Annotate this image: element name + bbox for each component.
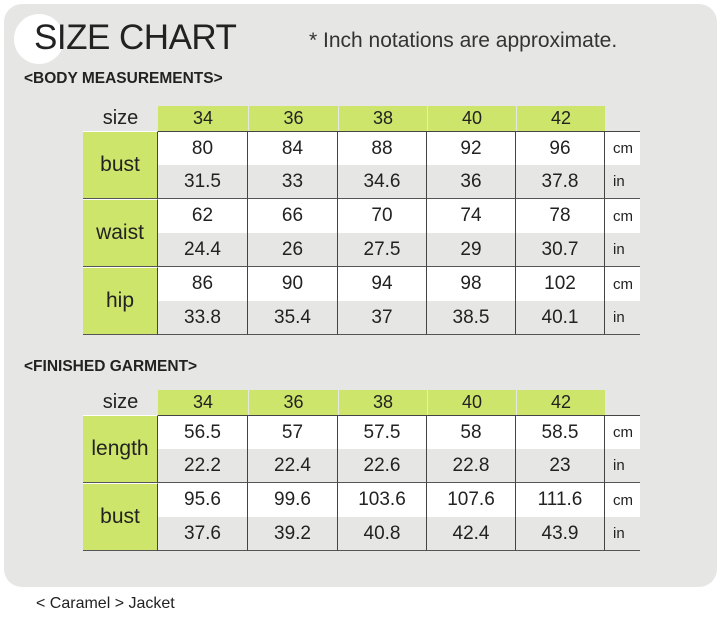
size-header-cell: 42: [516, 390, 605, 415]
cm-value: 62: [158, 199, 248, 233]
cm-value: 102: [516, 267, 605, 301]
unit-cm: cm: [605, 199, 640, 233]
unit-cm: cm: [605, 415, 640, 449]
inch-value: 43.9: [516, 517, 605, 551]
cm-value: 80: [158, 131, 248, 165]
finished-garment-heading: <FINISHED GARMENT>: [24, 358, 198, 375]
size-header-cell: 34: [158, 106, 248, 131]
cm-value: 92: [427, 131, 516, 165]
unit-cm: cm: [605, 131, 640, 165]
inch-value: 22.6: [338, 449, 427, 483]
measurement-label: waist: [83, 199, 158, 267]
inch-value: 23: [516, 449, 605, 483]
cm-value: 86: [158, 267, 248, 301]
measurement-label: bust: [83, 131, 158, 199]
unit-in: in: [605, 233, 640, 267]
unit-in: in: [605, 165, 640, 199]
page-title: SIZE CHART: [34, 18, 237, 57]
body-measurements-heading: <BODY MEASUREMENTS>: [24, 70, 223, 87]
body-measurements-table: size 34 36 38 40 42 bust 80 84 88 92 96 cm 31.5 33 34.6…: [83, 106, 640, 335]
cm-value: 57: [248, 415, 338, 449]
cm-value: 84: [248, 131, 338, 165]
cm-value: 58: [427, 415, 516, 449]
cm-value: 70: [338, 199, 427, 233]
size-header-label: size: [102, 107, 139, 129]
inch-value: 36: [427, 165, 516, 199]
unit-in: in: [605, 517, 640, 551]
inch-value: 38.5: [427, 301, 516, 335]
size-header-label: size: [102, 391, 139, 413]
finished-garment-table: size 34 36 38 40 42 length 56.5 57 57.5 58 58.5 cm 22…: [83, 390, 640, 551]
size-header-cell: 34: [158, 390, 248, 415]
inch-value: 26: [248, 233, 338, 267]
inch-value: 35.4: [248, 301, 338, 335]
inch-value: 30.7: [516, 233, 605, 267]
size-header-cell: 42: [516, 106, 605, 131]
inch-value: 29: [427, 233, 516, 267]
inch-value: 33.8: [158, 301, 248, 335]
unit-cm: cm: [605, 483, 640, 517]
cm-value: 90: [248, 267, 338, 301]
size-header-cell: 36: [248, 106, 338, 131]
inch-value: 22.4: [248, 449, 338, 483]
cm-value: 107.6: [427, 483, 516, 517]
cm-value: 103.6: [338, 483, 427, 517]
inch-value: 37: [338, 301, 427, 335]
inch-value: 31.5: [158, 165, 248, 199]
inch-value: 40.8: [338, 517, 427, 551]
size-header-cell: 40: [427, 106, 516, 131]
cm-value: 57.5: [338, 415, 427, 449]
cm-value: 74: [427, 199, 516, 233]
inch-value: 24.4: [158, 233, 248, 267]
measurement-label: bust: [83, 483, 158, 551]
inch-value: 22.2: [158, 449, 248, 483]
size-header-blank: [605, 390, 640, 415]
measurement-label: length: [83, 415, 158, 483]
inch-value: 37.6: [158, 517, 248, 551]
size-header-blank: [605, 106, 640, 131]
measurement-label: hip: [83, 267, 158, 335]
title-circle-decoration: [14, 14, 64, 64]
cm-value: 111.6: [516, 483, 605, 517]
cm-value: 99.6: [248, 483, 338, 517]
cm-value: 78: [516, 199, 605, 233]
size-header-cell: 40: [427, 390, 516, 415]
cm-value: 95.6: [158, 483, 248, 517]
cm-value: 56.5: [158, 415, 248, 449]
inch-value: 33: [248, 165, 338, 199]
size-header-cell: 36: [248, 390, 338, 415]
inch-value: 42.4: [427, 517, 516, 551]
cm-value: 98: [427, 267, 516, 301]
unit-cm: cm: [605, 267, 640, 301]
cm-value: 96: [516, 131, 605, 165]
size-header-cell: 38: [338, 390, 427, 415]
cm-value: 58.5: [516, 415, 605, 449]
inch-value: 37.8: [516, 165, 605, 199]
inch-value: 22.8: [427, 449, 516, 483]
inch-value: 34.6: [338, 165, 427, 199]
inch-value: 27.5: [338, 233, 427, 267]
cm-value: 94: [338, 267, 427, 301]
inch-value: 39.2: [248, 517, 338, 551]
cm-value: 66: [248, 199, 338, 233]
inch-note: * Inch notations are approximate.: [309, 29, 618, 52]
product-caption: < Caramel > Jacket: [36, 595, 175, 612]
unit-in: in: [605, 301, 640, 335]
inch-value: 40.1: [516, 301, 605, 335]
size-header-cell: 38: [338, 106, 427, 131]
cm-value: 88: [338, 131, 427, 165]
unit-in: in: [605, 449, 640, 483]
